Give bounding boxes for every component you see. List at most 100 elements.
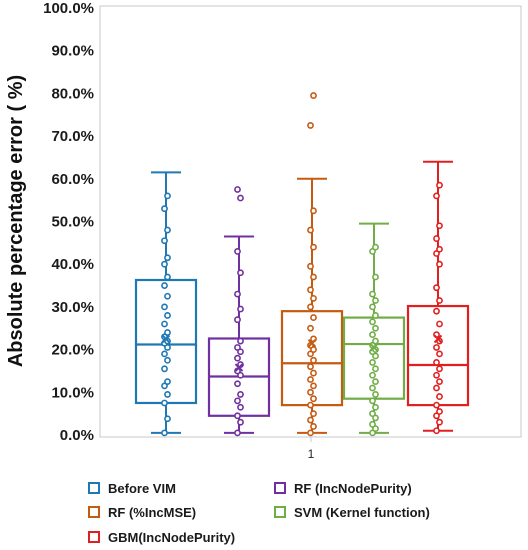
- mean-marker: [307, 338, 317, 348]
- data-point: [372, 312, 379, 319]
- data-point: [372, 352, 379, 360]
- data-point: [310, 382, 317, 390]
- data-point: [161, 350, 168, 358]
- data-point: [433, 371, 440, 379]
- data-point: [310, 356, 317, 364]
- data-point: [310, 395, 317, 403]
- mean-marker: [234, 363, 244, 372]
- data-point: [372, 337, 379, 345]
- data-point: [307, 262, 314, 270]
- data-point: [161, 282, 168, 289]
- y-tick-label: 10.0%: [51, 384, 94, 401]
- data-point: [307, 303, 314, 311]
- data-point: [234, 380, 241, 388]
- data-point: [164, 192, 171, 200]
- y-tick-label: 80.0%: [51, 85, 94, 102]
- data-point: [161, 365, 168, 373]
- data-point: [433, 192, 440, 200]
- data-point: [310, 273, 317, 281]
- data-point: [161, 320, 168, 328]
- box-series: [342, 222, 406, 437]
- legend-swatch: [274, 506, 286, 518]
- data-point: [372, 425, 379, 432]
- data-point: [234, 316, 241, 324]
- data-point: [161, 237, 168, 245]
- x-axis-tick-label: 1: [308, 447, 315, 461]
- data-point: [307, 286, 314, 294]
- data-point: [307, 226, 314, 234]
- legend-label: GBM(IncNodePurity): [108, 529, 236, 545]
- data-point: [436, 297, 443, 304]
- data-point: [369, 397, 376, 405]
- y-tick-label: 50.0%: [51, 214, 94, 231]
- data-point: [164, 254, 171, 262]
- data-point: [237, 269, 244, 277]
- data-point: [161, 260, 168, 268]
- data-point: [372, 324, 379, 332]
- mean-marker: [433, 334, 443, 344]
- data-point: [310, 92, 317, 99]
- y-tick-label: 40.0%: [51, 256, 94, 273]
- legend-label: RF (IncNodePurity): [294, 480, 412, 496]
- mean-marker: [369, 343, 379, 352]
- data-point: [307, 350, 314, 358]
- data-point: [234, 429, 241, 437]
- box-series: [280, 92, 344, 437]
- data-point: [372, 273, 379, 281]
- legend-swatch: [274, 482, 286, 494]
- data-point: [164, 356, 171, 364]
- data-point: [372, 297, 379, 304]
- data-point: [307, 122, 314, 129]
- data-point: [436, 260, 443, 268]
- legend-label: SVM (Kernel function): [294, 504, 430, 520]
- data-point: [372, 378, 379, 386]
- data-point: [164, 415, 171, 423]
- box-series: [207, 186, 271, 437]
- data-point: [307, 388, 314, 396]
- data-point: [369, 420, 376, 428]
- data-point: [234, 412, 241, 420]
- y-tick-label: 20.0%: [51, 342, 94, 359]
- data-point: [369, 384, 376, 392]
- data-point: [433, 307, 440, 315]
- data-point: [237, 391, 244, 398]
- data-point: [436, 378, 443, 386]
- box-series: [134, 171, 198, 437]
- y-tick-label: 90.0%: [51, 43, 94, 60]
- legend-item: SVM (Kernel function): [274, 502, 430, 522]
- data-point: [237, 305, 244, 313]
- y-tick-label: 70.0%: [51, 128, 94, 145]
- data-point: [433, 401, 440, 409]
- data-point: [433, 427, 440, 435]
- data-point: [234, 247, 241, 255]
- data-point: [436, 365, 443, 373]
- y-tick-label: 30.0%: [51, 299, 94, 316]
- data-point: [372, 403, 379, 411]
- data-point: [310, 423, 317, 430]
- data-point: [372, 365, 379, 373]
- legend-item: RF (%IncMSE): [88, 502, 196, 522]
- data-point: [307, 401, 314, 409]
- data-point: [234, 290, 241, 298]
- data-point: [436, 245, 443, 253]
- data-point: [161, 303, 168, 311]
- data-point: [234, 186, 241, 193]
- data-point: [161, 429, 168, 437]
- data-point: [369, 359, 376, 366]
- data-point: [161, 205, 168, 213]
- y-tick-label: 100.0%: [43, 0, 94, 17]
- data-point: [369, 247, 376, 255]
- data-point: [234, 397, 241, 405]
- data-point: [310, 410, 317, 418]
- data-point: [436, 408, 443, 415]
- data-point: [237, 418, 244, 426]
- data-point: [237, 337, 244, 345]
- data-point: [310, 369, 317, 377]
- data-point: [310, 207, 317, 215]
- legend-swatch: [88, 506, 100, 518]
- data-point: [433, 344, 440, 351]
- data-point: [433, 284, 440, 292]
- data-point: [369, 410, 376, 418]
- data-point: [310, 314, 317, 321]
- mean-marker: [161, 334, 171, 344]
